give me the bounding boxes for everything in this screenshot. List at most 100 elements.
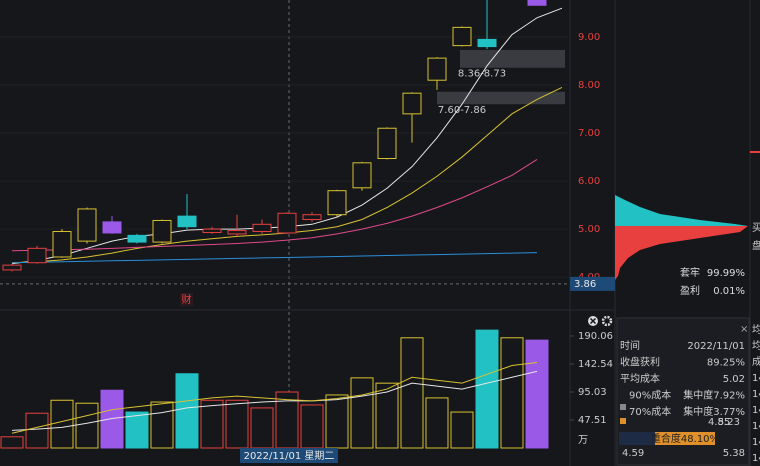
volume-bar [200,399,224,449]
info-label: 时间 [620,339,640,352]
y-tick-label: 7.00 [578,128,600,139]
cost-range-label: 7.60-7.86 [438,105,486,116]
candle-body [402,92,422,115]
candle-body [302,214,322,221]
info-value: 集中度7.92% [683,389,745,402]
swatch-90 [620,404,626,410]
current-price-label: 3.86 [574,279,596,290]
info-label: 90%成本 [629,389,671,402]
locked-label: 套牢 [680,266,700,279]
price-ma-line [11,159,538,252]
candle-body [452,26,472,47]
volume-bar [325,394,349,449]
info-value: 5.02 [723,374,745,385]
y-tick-label: 5.00 [578,224,600,235]
date-box [240,448,338,463]
info-value: 89.25% [707,358,745,369]
volume-bar [425,397,449,449]
volume-bar [400,337,424,449]
chip-profile-lower [615,226,748,280]
info-value: 2022/11/01 [687,341,745,352]
candle-body [427,57,447,81]
side-column-text: 14 [752,373,760,384]
volume-bar [75,402,99,449]
range70-low: 4.85 [708,417,730,428]
volume-bar [525,339,549,449]
candle-body [52,231,72,258]
candle-body [527,0,547,6]
volume-bar [450,411,474,449]
y-tick-label: 9.00 [578,32,600,43]
volume-tick-label: 190.06 [578,331,613,342]
side-column-text: 14 [752,453,760,464]
locked-value: 99.99% [707,268,745,279]
volume-bar [100,389,124,449]
candle-body [27,247,47,264]
y-tick-label: 6.00 [578,176,600,187]
profit-label: 盈利 [680,285,700,297]
volume-bar [50,399,74,449]
range90-high: 5.38 [723,448,745,459]
side-column-text: 成 [752,356,760,368]
volume-bar [125,411,149,449]
date-label: 2022/11/01 星期二 [244,450,335,462]
range90-low: 4.59 [622,448,644,459]
volume-bar [375,382,399,449]
candle-body [102,221,122,234]
candle-body [352,162,372,189]
volume-tick-label: 95.03 [578,387,607,398]
close-button[interactable]: × [740,324,748,335]
candle-body [327,190,347,216]
volume-bar [500,337,524,449]
candle-body [127,234,147,243]
candle-body [177,215,197,228]
overlap: 重合度48.10% [651,432,719,445]
close-icon-cross [589,317,597,325]
info-label: 收盘获利 [620,356,660,369]
marker-box [180,293,193,306]
volume-tick-label: 47.51 [578,415,607,426]
volume-bar [150,401,174,449]
volume-bar [175,373,199,449]
side-column-text: 14 [752,421,760,432]
candle-body [477,38,497,48]
volume-tick-label: 142.54 [578,359,613,370]
volume-bar [250,407,274,449]
volume-bar [475,329,499,449]
volume-bar [350,377,374,449]
y-tick-label: 8.00 [578,80,600,91]
side-column-text: 14 [752,437,760,448]
cost-range [460,49,565,68]
volume-bar [0,436,24,449]
price-ma-line [11,252,538,264]
candle-body [202,228,222,233]
candle-body [277,212,297,234]
volume-bar [300,404,324,449]
volume-ma-line [11,362,538,434]
swatch-70 [620,418,626,424]
settings-icon[interactable] [601,315,613,327]
side-label: 买 [752,222,760,234]
side-column-text: 14 [752,405,760,416]
info-label: 70%成本 [629,405,671,418]
candle-body [77,208,97,242]
candle-body [377,127,397,160]
volume-bar [25,412,49,449]
candle-body [152,219,172,243]
side-column-text: 均 [752,324,760,336]
side-column-text: 14 [752,389,760,400]
candle-body [227,230,247,235]
candle-body [252,223,272,233]
chip-profile-upper [615,195,748,226]
event-marker: 财 [182,293,192,306]
info-label: 平均成本 [620,372,660,385]
cost-range [437,91,565,105]
current-price-box [570,276,615,291]
side-label: 盘 [752,239,760,252]
side-column-text: 均 [752,340,760,352]
volume-unit: 万 [578,435,588,446]
profit-value: 0.01% [713,286,745,297]
range70-high: 5.23 [718,417,740,428]
